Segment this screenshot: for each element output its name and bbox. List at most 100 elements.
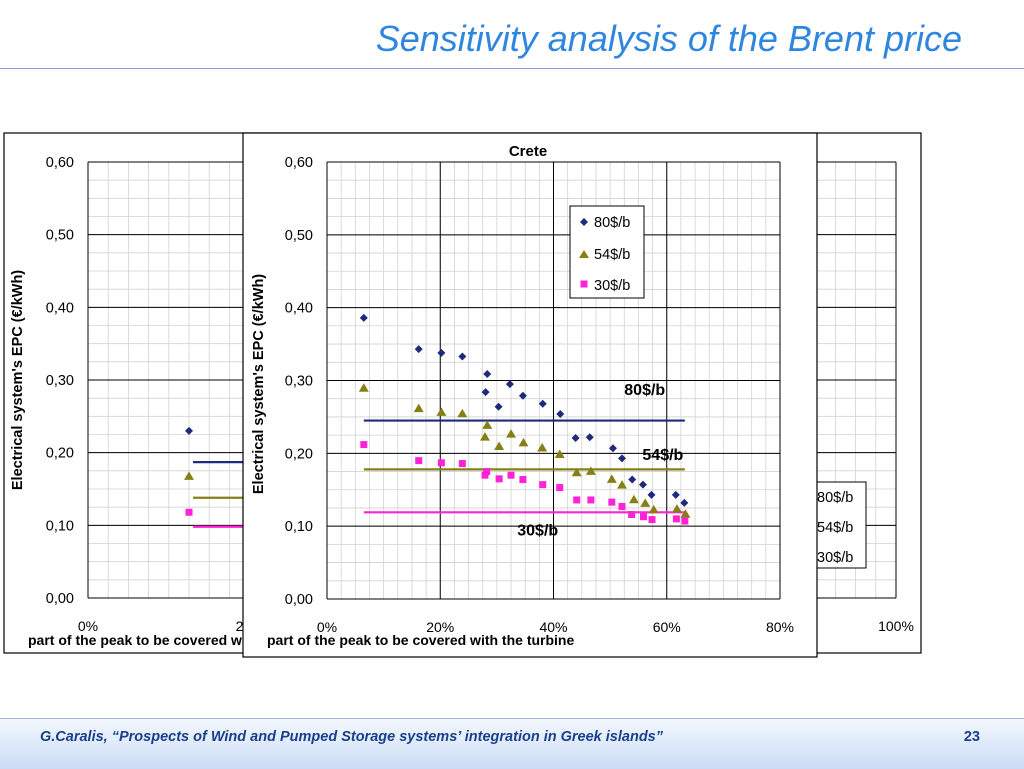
crete-y-tick-label: 0,20	[285, 446, 313, 462]
crete-chart-title: Crete	[509, 143, 547, 160]
crete-data-point	[479, 432, 490, 441]
crete-data-point	[571, 467, 582, 477]
page-number: 23	[963, 729, 980, 745]
crete-x-tick-label: 0%	[317, 619, 337, 635]
crete-data-point	[482, 420, 493, 429]
crete-data-point	[519, 476, 527, 484]
crete-data-point	[587, 496, 595, 504]
back-y-tick-label: 0,00	[46, 591, 74, 607]
crete-y-tick-label: 0,00	[285, 592, 313, 608]
crete-data-point	[618, 454, 627, 463]
crete-data-point	[360, 441, 368, 449]
crete-data-point	[573, 496, 581, 504]
crete-data-point	[671, 504, 682, 513]
crete-chart-xlabel: part of the peak to be covered with the …	[267, 632, 574, 648]
crete-data-point	[554, 449, 565, 459]
crete-data-point	[458, 460, 466, 468]
crete-data-point	[681, 517, 689, 525]
crete-data-point	[539, 481, 547, 489]
crete-data-point	[628, 511, 636, 519]
back-legend-item-80: 80$/b	[817, 490, 853, 506]
back-y-tick-label: 0,20	[46, 446, 74, 462]
crete-x-tick-label: 40%	[539, 619, 567, 635]
crete-y-tick-label: 0,40	[285, 301, 313, 317]
crete-chart: Crete 0,00 0,10 0,20 0,30 0,40 0,50 0,60 0% 20% 4…	[242, 132, 818, 658]
crete-data-point	[638, 480, 647, 489]
crete-data-point	[628, 475, 637, 484]
title-divider	[0, 68, 1024, 69]
crete-data-point	[458, 352, 467, 361]
footer-bar: G.Caralis, “Prospects of Wind and Pumped…	[0, 718, 1024, 769]
crete-data-point	[680, 498, 689, 507]
crete-data-point	[556, 410, 565, 419]
crete-data-point	[358, 383, 369, 392]
back-data-point	[184, 471, 194, 480]
crete-data-point	[571, 434, 580, 443]
legend-square-marker	[580, 280, 588, 288]
back-y-tick-label: 0,40	[46, 300, 74, 316]
crete-data-point	[483, 369, 492, 378]
crete-data-point	[437, 459, 445, 467]
crete-legend-item-30: 30$/b	[594, 278, 630, 294]
crete-data-point	[437, 348, 446, 357]
crete-data-point	[518, 437, 529, 447]
crete-data-point	[648, 504, 659, 514]
crete-data-point	[481, 388, 490, 397]
crete-legend-item-54: 54$/b	[594, 247, 630, 263]
back-chart-ylabel: Electrical system's EPC (€/kWh)	[10, 270, 26, 490]
crete-data-point	[537, 443, 548, 452]
back-legend-item-30: 30$/b	[817, 550, 853, 566]
crete-data-point	[415, 457, 423, 465]
footer-citation: G.Caralis, “Prospects of Wind and Pumped…	[40, 729, 663, 745]
crete-data-point	[494, 402, 503, 411]
crete-x-tick-label: 20%	[426, 619, 454, 635]
crete-data-point	[494, 441, 505, 451]
crete-data-point	[640, 498, 651, 507]
crete-data-point	[556, 484, 564, 492]
crete-data-point	[608, 498, 616, 506]
crete-data-point	[518, 391, 527, 400]
crete-data-point	[359, 313, 368, 322]
crete-data-point	[617, 480, 628, 489]
crete-legend-item-80: 80$/b	[594, 215, 630, 231]
back-y-tick-label: 0,30	[46, 373, 74, 389]
crete-chart-ylabel: Electrical system's EPC (€/kWh)	[251, 274, 267, 494]
crete-data-point	[606, 474, 617, 483]
crete-x-tick-label: 80%	[766, 619, 794, 635]
crete-y-tick-label: 0,60	[285, 155, 313, 171]
crete-data-point	[618, 503, 626, 511]
crete-data-point	[507, 471, 515, 479]
crete-data-point	[608, 444, 617, 453]
crete-y-tick-label: 0,30	[285, 374, 313, 390]
crete-data-point	[436, 407, 447, 416]
back-data-point	[185, 508, 193, 516]
back-y-tick-label: 0,60	[46, 155, 74, 171]
back-data-point	[185, 426, 193, 435]
back-y-tick-label: 0,10	[46, 518, 74, 534]
crete-data-point	[672, 515, 680, 523]
crete-data-point	[585, 466, 596, 475]
crete-y-tick-label: 0,50	[285, 228, 313, 244]
crete-data-point	[538, 399, 547, 408]
crete-data-point	[506, 429, 517, 438]
crete-data-point	[481, 471, 489, 479]
crete-x-tick-label: 60%	[653, 619, 681, 635]
crete-data-point	[413, 403, 424, 413]
back-y-tick-label: 0,50	[46, 228, 74, 244]
back-x-tick-label: 100%	[878, 618, 914, 634]
crete-data-point	[647, 490, 656, 499]
legend-triangle-marker	[579, 250, 589, 258]
crete-data-point	[585, 433, 594, 442]
charts-area: 0,00 0,10 0,20 0,30 0,40 0,50 0,60 0% 20% 40% 60% 8…	[3, 132, 922, 658]
back-legend-item-54: 54$/b	[817, 520, 853, 536]
crete-data-point	[628, 494, 639, 504]
crete-data-point	[671, 490, 680, 499]
crete-chart-frame	[242, 132, 818, 658]
slide-title: Sensitivity analysis of the Brent price	[375, 18, 962, 59]
annotation-30: 30$/b	[517, 523, 558, 540]
legend-diamond-marker	[580, 218, 588, 226]
crete-data-point	[414, 345, 423, 354]
crete-data-point	[505, 380, 514, 389]
crete-y-tick-label: 0,10	[285, 519, 313, 535]
crete-data-point	[680, 509, 691, 518]
